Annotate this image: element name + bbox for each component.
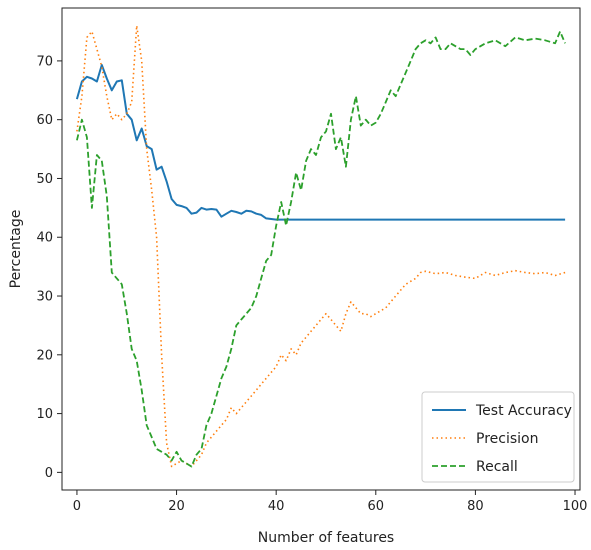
y-tick-label: 40 bbox=[36, 231, 53, 246]
plot-area-border bbox=[61, 7, 581, 491]
plot-frame bbox=[61, 7, 581, 491]
x-tick-label: 60 bbox=[368, 499, 385, 514]
x-tick-label: 0 bbox=[73, 499, 81, 514]
legend: Test Accuracy Precision Recall bbox=[421, 391, 575, 483]
y-tick-label: 10 bbox=[36, 407, 53, 422]
x-tick-label: 80 bbox=[467, 499, 484, 514]
y-axis-ticks: 0 10 20 30 40 50 60 70 bbox=[36, 54, 62, 481]
y-tick-label: 50 bbox=[36, 172, 53, 187]
y-tick-label: 30 bbox=[36, 290, 53, 305]
x-axis-label: Number of features bbox=[258, 530, 394, 546]
series-line-test-accuracy bbox=[75, 64, 566, 221]
series-line-recall bbox=[76, 30, 566, 468]
y-tick-label: 60 bbox=[36, 113, 53, 128]
y-axis-label: Percentage bbox=[8, 210, 24, 289]
legend-label: Precision bbox=[476, 431, 538, 447]
y-tick-label: 0 bbox=[45, 466, 53, 481]
y-tick-label: 70 bbox=[36, 54, 53, 69]
legend-box bbox=[421, 391, 575, 483]
x-tick-label: 40 bbox=[268, 499, 285, 514]
x-tick-label: 100 bbox=[563, 499, 588, 514]
series-line-precision bbox=[76, 24, 566, 468]
legend-label: Recall bbox=[476, 459, 518, 475]
legend-label: Test Accuracy bbox=[475, 403, 572, 419]
series-layer bbox=[75, 24, 566, 468]
x-axis-ticks: 0 20 40 60 80 100 bbox=[73, 490, 588, 514]
x-tick-label: 20 bbox=[168, 499, 185, 514]
y-tick-label: 20 bbox=[36, 348, 53, 363]
